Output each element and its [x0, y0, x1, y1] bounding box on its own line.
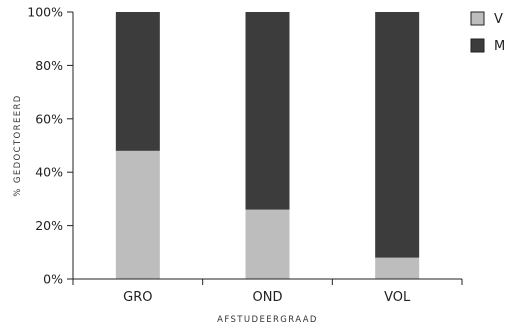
x-tick-label: GRO [123, 290, 152, 305]
y-tick-label: 0% [43, 272, 63, 287]
x-axis-title: AFSTUDEERGRAAD [217, 315, 318, 325]
x-tick-label: OND [253, 290, 283, 305]
legend-swatch-m [470, 38, 485, 53]
legend-label-v: V [494, 12, 503, 27]
bar-vol-m [375, 12, 420, 258]
y-axis-title: % GEDOCTOREERD [13, 94, 23, 197]
bars-layer [115, 12, 420, 279]
legend-label-m: M [494, 39, 505, 54]
legend: VM [470, 11, 505, 54]
legend-swatch-v [470, 11, 485, 26]
y-tick-label: 40% [35, 165, 63, 180]
y-tick-label: 60% [35, 111, 63, 126]
bar-ond-m [245, 12, 290, 210]
axes-layer: GRO OND VOL 0% 20% 40% 60% 80% 100% [27, 5, 463, 305]
y-tick-label: 80% [35, 58, 63, 73]
y-tick-label: 20% [35, 218, 63, 233]
bar-vol-v [375, 257, 420, 279]
x-tick-label: VOL [384, 290, 411, 305]
bar-gro-v [115, 150, 160, 279]
bar-ond-v [245, 209, 290, 279]
bar-gro-m [115, 12, 160, 151]
y-tick-label: 100% [27, 5, 63, 20]
